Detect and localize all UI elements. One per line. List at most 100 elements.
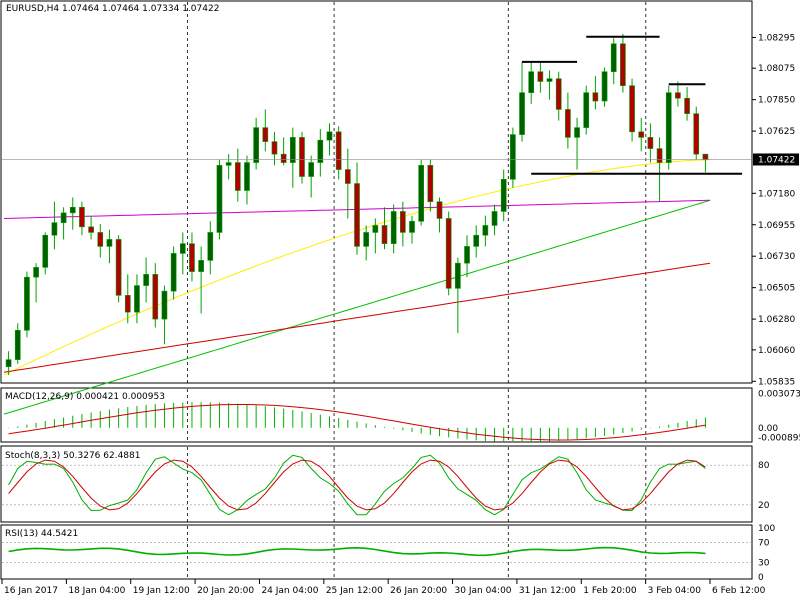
price-tick-label: 1.07850 bbox=[758, 96, 795, 106]
candle-body bbox=[656, 148, 663, 163]
candle-body bbox=[326, 131, 333, 141]
price-tick-label: 1.08075 bbox=[758, 64, 795, 74]
rsi-pane[interactable] bbox=[0, 524, 753, 580]
candle-body bbox=[97, 232, 104, 247]
candle-body bbox=[702, 153, 709, 161]
time-axis: 16 Jan 2017 18 Jan 04:00 19 Jan 12:00 20 Ja… bbox=[1, 579, 766, 596]
price-pane[interactable] bbox=[0, 0, 753, 384]
candle-body bbox=[33, 267, 39, 278]
candle-body bbox=[546, 78, 553, 82]
candle-body bbox=[207, 232, 214, 261]
candle-body bbox=[253, 127, 259, 163]
candle-body bbox=[216, 165, 223, 233]
candle-body bbox=[629, 85, 635, 133]
candle-body bbox=[684, 97, 690, 114]
candle-body bbox=[592, 92, 599, 102]
candle-body bbox=[234, 162, 241, 191]
time-tick-label: 3 Feb 04:00 bbox=[648, 586, 702, 596]
rsi-indicator: 100 70 30 0 bbox=[2, 524, 775, 583]
candle-body bbox=[620, 43, 626, 86]
candle-body bbox=[134, 285, 140, 313]
candle-body bbox=[24, 276, 30, 331]
candle-body bbox=[409, 220, 415, 233]
time-tick-label: 24 Jan 04:00 bbox=[261, 586, 318, 596]
candle-body bbox=[289, 137, 296, 163]
candle-body bbox=[510, 134, 516, 180]
candle-body bbox=[354, 183, 360, 247]
candle-body bbox=[308, 162, 314, 177]
candle-body bbox=[143, 274, 149, 286]
rsi-label: RSI(13) 44.5421 bbox=[5, 529, 78, 539]
stoch-k-line bbox=[8, 454, 706, 516]
candle-body bbox=[665, 92, 672, 163]
candle-body bbox=[455, 262, 461, 289]
macd-tick-label: -0.000895 bbox=[758, 434, 800, 444]
candle-body bbox=[473, 234, 480, 247]
candle-body bbox=[335, 131, 342, 170]
price-axis: 1.08295 1.08075 1.07850 1.07625 1.07180 1.069… bbox=[752, 33, 799, 387]
stoch-tick-label: 80 bbox=[758, 461, 770, 471]
time-tick-label: 25 Jan 12:00 bbox=[326, 586, 383, 596]
candle-body bbox=[170, 253, 177, 292]
time-tick-label: 19 Jan 12:00 bbox=[133, 586, 190, 596]
candle-body bbox=[500, 179, 507, 212]
candle-body bbox=[363, 232, 369, 247]
candle-body bbox=[464, 246, 470, 264]
time-tick-label: 6 Feb 12:00 bbox=[712, 586, 766, 596]
macd-indicator: 0.003073 0.00-0.000895 bbox=[8, 390, 800, 444]
chart-title: EURUSD,H4 1.07464 1.07464 1.07334 1.0742… bbox=[6, 4, 219, 14]
candle-body bbox=[345, 169, 351, 184]
moving-average-line bbox=[3, 199, 711, 415]
candle-body bbox=[271, 141, 278, 155]
macd-pane[interactable] bbox=[0, 387, 753, 443]
candle-body bbox=[51, 222, 58, 236]
candle-body bbox=[60, 212, 67, 223]
price-tick-label: 1.07625 bbox=[758, 127, 795, 137]
candle-body bbox=[381, 225, 388, 244]
rsi-tick-label: 30 bbox=[758, 558, 770, 568]
rsi-line bbox=[8, 546, 706, 557]
candle-body bbox=[555, 78, 562, 110]
candle-body bbox=[528, 71, 535, 93]
candle-body bbox=[79, 206, 85, 228]
candle-body bbox=[436, 201, 443, 219]
candle-body bbox=[565, 109, 571, 138]
rsi-tick-label: 0 bbox=[758, 573, 764, 583]
candle-body bbox=[42, 234, 49, 268]
candle-body bbox=[106, 239, 113, 247]
candle-body bbox=[418, 165, 425, 222]
candle-body bbox=[675, 92, 681, 99]
current-price-label: 1.07422 bbox=[758, 155, 795, 165]
candle-body bbox=[69, 206, 76, 214]
candlestick-series bbox=[5, 33, 709, 376]
candle-body bbox=[445, 218, 452, 289]
candle-body bbox=[601, 71, 608, 102]
candle-body bbox=[482, 225, 489, 236]
candle-body bbox=[161, 290, 168, 320]
price-tick-label: 1.07180 bbox=[758, 189, 795, 199]
candle-body bbox=[262, 127, 269, 142]
candle-body bbox=[14, 329, 21, 360]
time-tick-label: 30 Jan 04:00 bbox=[455, 586, 512, 596]
candle-body bbox=[427, 165, 434, 202]
candle-body bbox=[115, 239, 122, 296]
candle-body bbox=[390, 211, 397, 244]
candle-body bbox=[491, 211, 498, 226]
time-tick-label: 20 Jan 20:00 bbox=[197, 586, 254, 596]
candle-body bbox=[610, 43, 617, 72]
macd-tick-label: 0.00 bbox=[758, 424, 778, 434]
rsi-tick-label: 100 bbox=[758, 524, 775, 534]
candle-body bbox=[693, 113, 700, 155]
macd-tick-label: 0.003073 bbox=[758, 390, 800, 400]
moving-average-line bbox=[3, 262, 711, 373]
candle-body bbox=[372, 225, 379, 233]
macd-label: MACD(12,26,9) 0.000421 0.000953 bbox=[5, 392, 165, 402]
candle-body bbox=[537, 71, 544, 82]
time-tick-label: 26 Jan 20:00 bbox=[390, 586, 447, 596]
candle-body bbox=[225, 162, 232, 166]
time-tick-label: 1 Feb 20:00 bbox=[583, 586, 637, 596]
candle-body bbox=[244, 162, 250, 191]
stoch-pane[interactable] bbox=[0, 445, 753, 523]
price-tick-label: 1.08295 bbox=[758, 33, 795, 43]
